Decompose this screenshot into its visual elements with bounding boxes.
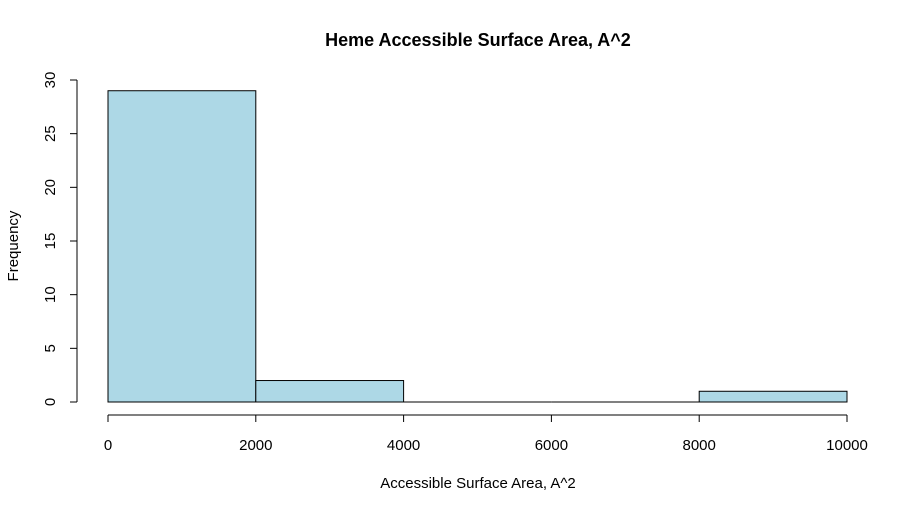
x-tick-label: 4000 bbox=[387, 437, 420, 454]
x-tick-label: 6000 bbox=[535, 437, 568, 454]
x-axis-label: Accessible Surface Area, A^2 bbox=[380, 475, 575, 492]
x-tick-label: 2000 bbox=[239, 437, 272, 454]
y-axis: 0 5 10 15 20 25 30 bbox=[42, 72, 78, 406]
chart-title: Heme Accessible Surface Area, A^2 bbox=[325, 30, 631, 50]
x-tick-label: 0 bbox=[104, 437, 112, 454]
histogram-bar-0 bbox=[107, 90, 257, 403]
y-tick-label: 0 bbox=[42, 398, 59, 406]
y-tick-label: 30 bbox=[42, 72, 59, 89]
bars-group bbox=[107, 90, 848, 403]
x-tick-label: 10000 bbox=[826, 437, 868, 454]
y-axis-label: Frequency bbox=[5, 210, 22, 281]
histogram-bar-1 bbox=[255, 380, 405, 403]
histogram-bar-4 bbox=[698, 390, 848, 403]
y-tick-label: 20 bbox=[42, 179, 59, 196]
x-tick-label: 8000 bbox=[683, 437, 716, 454]
y-tick-label: 15 bbox=[42, 233, 59, 250]
x-axis: 0 2000 4000 6000 8000 10000 bbox=[104, 414, 868, 454]
y-tick-label: 25 bbox=[42, 125, 59, 142]
y-tick-label: 5 bbox=[42, 344, 59, 352]
y-tick-label: 10 bbox=[42, 286, 59, 303]
